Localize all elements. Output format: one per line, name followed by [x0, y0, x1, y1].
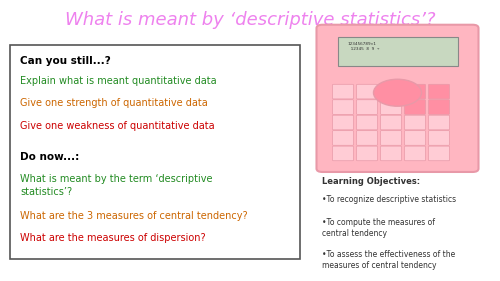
- Text: •To assess the effectiveness of the
measures of central tendency: •To assess the effectiveness of the meas…: [322, 250, 456, 270]
- Text: Explain what is meant quantitative data: Explain what is meant quantitative data: [20, 76, 216, 86]
- Text: 123456789×1
 12345 8 9 ÷: 123456789×1 12345 8 9 ÷: [348, 42, 379, 51]
- FancyBboxPatch shape: [404, 146, 425, 161]
- Text: Give one strength of quantitative data: Give one strength of quantitative data: [20, 98, 208, 108]
- Text: What are the 3 measures of central tendency?: What are the 3 measures of central tende…: [20, 211, 248, 221]
- FancyBboxPatch shape: [404, 84, 425, 99]
- FancyBboxPatch shape: [404, 115, 425, 130]
- Text: Do now...:: Do now...:: [20, 152, 79, 162]
- FancyBboxPatch shape: [356, 146, 378, 161]
- FancyBboxPatch shape: [428, 84, 450, 99]
- FancyBboxPatch shape: [380, 146, 402, 161]
- FancyBboxPatch shape: [380, 100, 402, 114]
- FancyBboxPatch shape: [332, 131, 353, 145]
- FancyBboxPatch shape: [404, 100, 425, 114]
- FancyBboxPatch shape: [356, 100, 378, 114]
- FancyBboxPatch shape: [10, 45, 300, 259]
- Text: What is meant by the term ‘descriptive
statistics’?: What is meant by the term ‘descriptive s…: [20, 174, 212, 198]
- FancyBboxPatch shape: [380, 131, 402, 145]
- Text: •To recognize descriptive statistics: •To recognize descriptive statistics: [322, 195, 456, 204]
- FancyBboxPatch shape: [316, 25, 478, 172]
- Text: Learning Objectives:: Learning Objectives:: [322, 177, 420, 186]
- FancyBboxPatch shape: [428, 115, 450, 130]
- FancyBboxPatch shape: [380, 84, 402, 99]
- Text: •To compute the measures of
central tendency: •To compute the measures of central tend…: [322, 218, 436, 238]
- FancyBboxPatch shape: [428, 146, 450, 161]
- FancyBboxPatch shape: [332, 84, 353, 99]
- FancyBboxPatch shape: [332, 115, 353, 130]
- FancyBboxPatch shape: [338, 37, 458, 66]
- FancyBboxPatch shape: [404, 131, 425, 145]
- FancyBboxPatch shape: [356, 84, 378, 99]
- FancyBboxPatch shape: [356, 115, 378, 130]
- Text: What is meant by ‘descriptive statistics’?: What is meant by ‘descriptive statistics…: [65, 11, 435, 29]
- Text: Give one weakness of quantitative data: Give one weakness of quantitative data: [20, 121, 214, 131]
- Text: Can you still...?: Can you still...?: [20, 56, 111, 66]
- FancyBboxPatch shape: [356, 131, 378, 145]
- FancyBboxPatch shape: [332, 100, 353, 114]
- Text: What are the measures of dispersion?: What are the measures of dispersion?: [20, 233, 206, 243]
- FancyBboxPatch shape: [332, 146, 353, 161]
- Circle shape: [374, 79, 422, 106]
- FancyBboxPatch shape: [428, 131, 450, 145]
- FancyBboxPatch shape: [380, 115, 402, 130]
- FancyBboxPatch shape: [428, 100, 450, 114]
